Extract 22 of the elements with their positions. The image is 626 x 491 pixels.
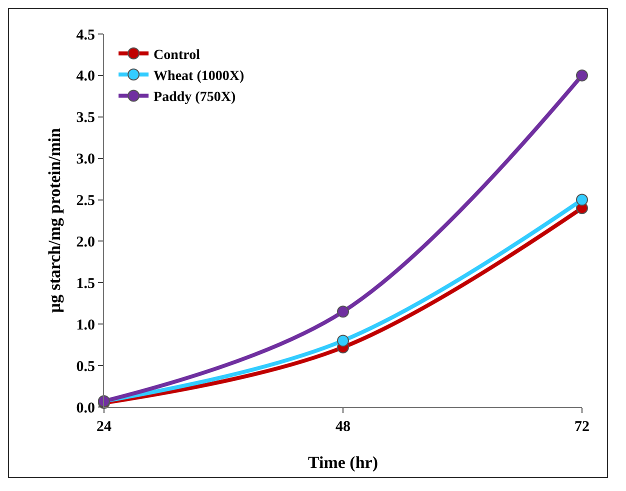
point [576, 69, 588, 82]
x-tick-label: 48 [336, 419, 350, 435]
y-tick-label: 4.0 [76, 68, 95, 85]
y-tick-label: 1.5 [76, 276, 95, 292]
y-tick-label: 3.0 [76, 152, 95, 168]
y-tick-label: 2.0 [76, 234, 95, 250]
y-tick-label: 0.5 [76, 358, 95, 375]
x-axis-title: Time (hr) [308, 453, 378, 472]
x-tick-label: 24 [96, 419, 112, 435]
y-axis-title: µg starch/mg protein/min [45, 128, 64, 313]
legend-label: Paddy (750X) [154, 90, 236, 106]
y-tick-label: 2.5 [76, 193, 95, 210]
legend-label: Control [154, 48, 200, 63]
legend-label: Wheat (1000X) [154, 68, 244, 84]
point [576, 194, 588, 206]
point [337, 306, 349, 318]
y-tick-label: 1.0 [76, 317, 95, 334]
y-tick-label: 0.0 [76, 400, 95, 416]
y-tick-label: 4.5 [76, 27, 95, 44]
x-tick-label: 72 [574, 419, 590, 435]
y-tick-label: 3.5 [76, 110, 95, 126]
point [337, 334, 349, 347]
